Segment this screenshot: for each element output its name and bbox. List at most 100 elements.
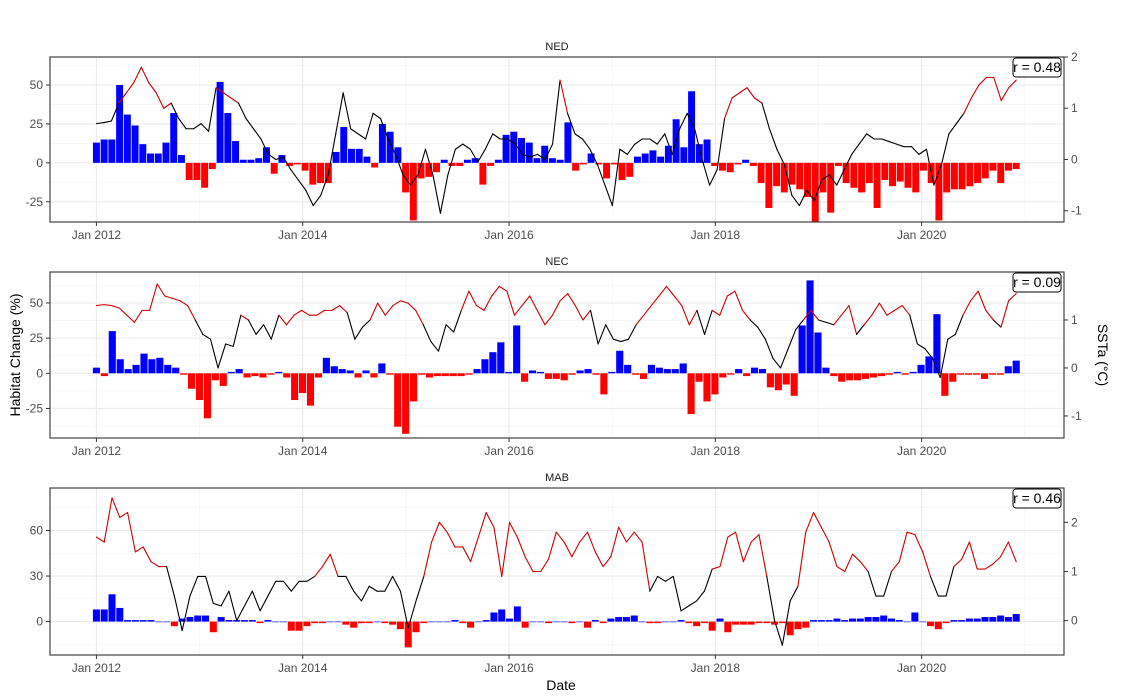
panel-border (49, 56, 1065, 223)
y-right-axis-title: SSTa (°C) (1095, 324, 1111, 386)
habitat-bar (332, 151, 340, 163)
sst-line-segment (454, 143, 464, 150)
habitat-bar (711, 373, 719, 395)
sst-line-segment (252, 128, 262, 140)
sst-line-segment (290, 580, 300, 592)
sst-line-segment (111, 305, 120, 309)
habitat-bar (123, 114, 131, 163)
sst-line-segment (863, 314, 873, 326)
habitat-bar (765, 162, 773, 208)
sst-line-segment (95, 122, 105, 125)
y-left-tick-label: -25 (26, 195, 44, 209)
sst-line-segment (559, 293, 569, 302)
sst-line-segment (619, 148, 628, 155)
sst-line-segment (360, 585, 370, 602)
habitat-bar (425, 373, 434, 378)
habitat-bar (757, 162, 765, 184)
habitat-bar (178, 618, 186, 622)
sst-line-segment (802, 309, 812, 321)
sst-line-segment (368, 585, 378, 592)
habitat-bar (989, 162, 997, 171)
habitat-bar (592, 373, 600, 375)
habitat-bar (798, 325, 806, 374)
habitat-bar (600, 373, 608, 395)
habitat-bar (275, 371, 283, 374)
habitat-bar (185, 162, 193, 180)
sst-line-segment (688, 309, 698, 326)
habitat-bar (232, 141, 240, 163)
sst-line-segment (170, 102, 180, 120)
sst-line-segment (285, 314, 295, 326)
habitat-bar (778, 621, 786, 624)
habitat-bar (893, 371, 901, 374)
sst-line-segment (970, 290, 979, 302)
habitat-bar (933, 314, 941, 374)
sst-line-segment (581, 138, 591, 150)
sst-line-segment (821, 174, 830, 181)
habitat-bar (615, 617, 623, 622)
sst-line-segment (407, 600, 417, 629)
sst-line-segment (696, 309, 706, 335)
habitat-bar (116, 85, 124, 163)
habitat-bar (216, 81, 224, 163)
sst-line-segment (774, 620, 783, 646)
sst-line-segment (537, 153, 546, 161)
sst-line-segment (544, 143, 554, 161)
habitat-bar (465, 373, 473, 375)
sst-line-segment (202, 333, 211, 340)
sst-line-segment (787, 329, 797, 350)
sst-line-segment (508, 521, 518, 538)
habitat-bar (255, 158, 263, 163)
habitat-bar (958, 162, 966, 190)
habitat-bar (727, 373, 735, 375)
sst-line-segment (947, 333, 956, 340)
habitat-bar (471, 158, 479, 163)
sst-line-segment (563, 541, 573, 558)
habitat-bar (687, 373, 695, 415)
habitat-bar (186, 617, 194, 622)
sst-line-segment (521, 295, 531, 307)
sst-line-segment (536, 309, 546, 326)
sst-line-segment (446, 531, 456, 548)
sst-line-segment (516, 536, 526, 558)
habitat-bar (409, 162, 417, 221)
sst-line-segment (939, 338, 949, 379)
sst-line-segment (290, 169, 299, 181)
habitat-bar (227, 371, 235, 374)
habitat-bar (560, 621, 568, 623)
sst-line-segment (432, 174, 441, 214)
habitat-bar (217, 617, 225, 622)
sst-line-segment (95, 304, 105, 307)
sst-line-segment (437, 324, 447, 352)
habitat-bar (896, 162, 904, 182)
habitat-bar (513, 325, 521, 374)
sst-line-segment (251, 590, 261, 612)
habitat-bar (576, 621, 584, 623)
habitat-bar (973, 618, 981, 622)
habitat-bar (440, 159, 448, 163)
sst-line-segment (657, 575, 666, 582)
sst-line-segment (415, 575, 425, 602)
y-left-tick-label: 50 (30, 78, 44, 92)
sst-line-segment (586, 531, 596, 553)
habitat-bar (950, 620, 958, 622)
sst-line-segment (610, 526, 620, 558)
habitat-bar (618, 162, 626, 180)
habitat-bar (326, 621, 334, 623)
sst-line-segment (886, 309, 896, 316)
sst-line-segment (1007, 541, 1017, 563)
habitat-bar (834, 162, 842, 166)
sst-line-segment (524, 556, 534, 573)
habitat-bar (626, 162, 634, 177)
sst-line-segment (316, 309, 326, 316)
sst-line-segment (627, 324, 637, 340)
sst-line-segment (953, 558, 963, 568)
sst-line-segment (719, 536, 729, 568)
sst-line-segment (540, 558, 550, 573)
sst-line-segment (275, 156, 284, 161)
x-tick-label: Jan 2014 (278, 444, 328, 458)
habitat-bar (306, 373, 315, 406)
habitat-bar (743, 373, 751, 377)
sst-line-segment (240, 314, 249, 321)
sst-line-segment (820, 526, 830, 543)
